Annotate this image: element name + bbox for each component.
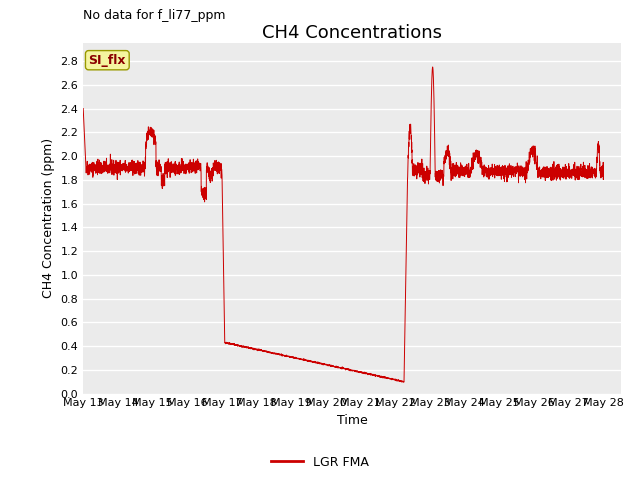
LGR FMA [584, 172, 591, 178]
LGR FMA [326, 363, 334, 369]
Y-axis label: CH4 Concentration (ppm): CH4 Concentration (ppm) [42, 138, 55, 299]
LGR FMA [458, 169, 465, 175]
Legend: LGR FMA: LGR FMA [266, 451, 374, 474]
LGR FMA [302, 358, 310, 363]
LGR FMA [400, 379, 408, 385]
LGR FMA [79, 106, 87, 111]
Line: LGR FMA: LGR FMA [83, 67, 604, 382]
LGR FMA [429, 64, 436, 70]
X-axis label: Time: Time [337, 414, 367, 427]
LGR FMA [558, 170, 566, 176]
Text: SI_flx: SI_flx [88, 54, 126, 67]
LGR FMA [298, 357, 306, 362]
Title: CH4 Concentrations: CH4 Concentrations [262, 24, 442, 42]
Text: No data for f_li77_ppm: No data for f_li77_ppm [83, 9, 226, 22]
LGR FMA [600, 167, 607, 172]
